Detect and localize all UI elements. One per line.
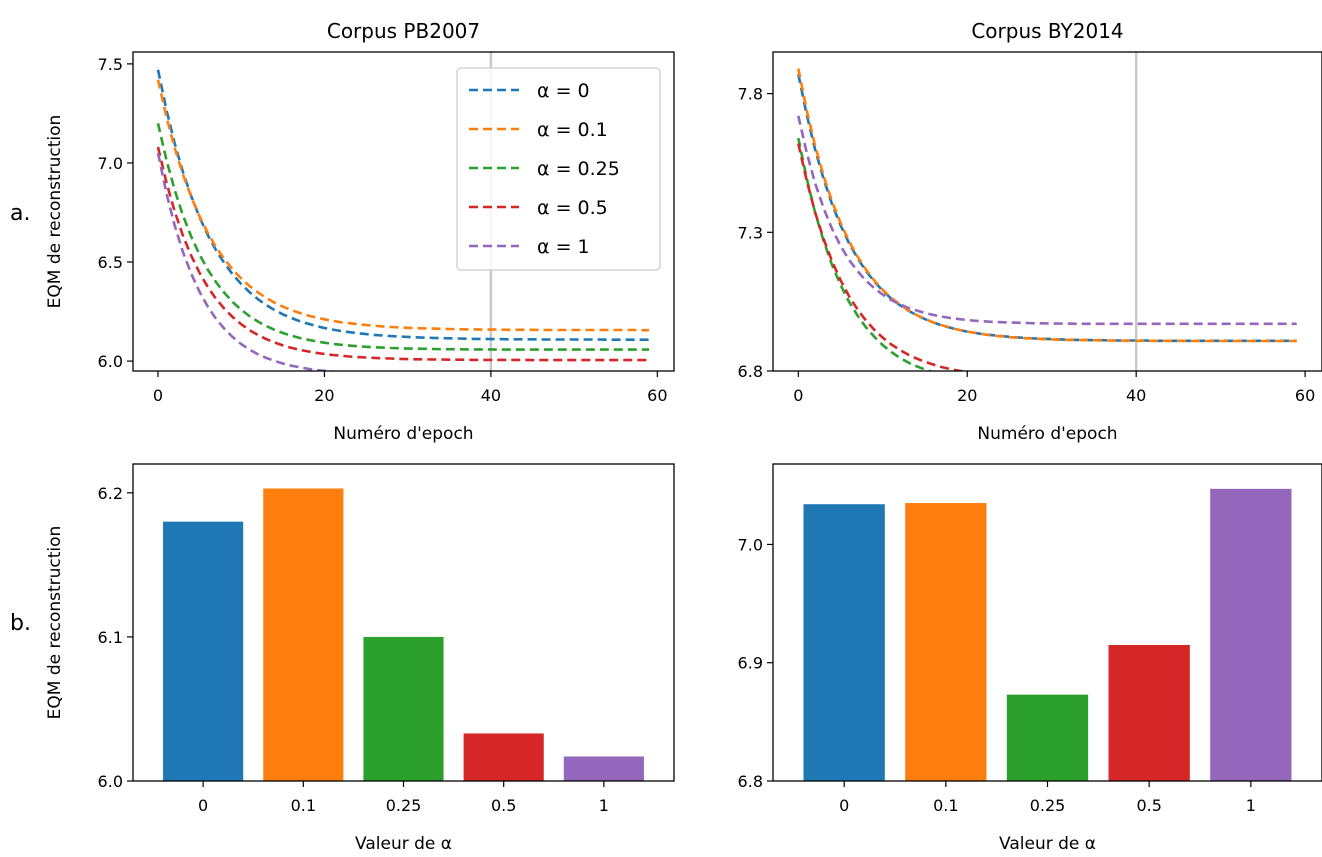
x-axis-label: Valeur de α: [355, 834, 452, 854]
bar: [463, 733, 544, 781]
y-tick-label: 6.1: [98, 628, 123, 647]
y-tick-label: 6.0: [98, 772, 123, 791]
x-tick-label: 0.1: [933, 796, 958, 815]
y-tick-label: 6.8: [738, 362, 763, 381]
x-tick-label: 0: [793, 386, 803, 405]
chart-title: Corpus PB2007: [327, 19, 480, 43]
line-chart-by2014: 0 20 40 60 6.8 7.3 7.8 Corpus BY2014 Numéro d'ep…: [738, 19, 1322, 444]
x-axis-label: Numéro d'epoch: [977, 424, 1117, 444]
bar-chart-pb2007: 0 0.1 0.25 0.5 1 6.0 6.1 6.2 Valeur de α EQM de r…: [45, 463, 675, 854]
bar: [1006, 694, 1089, 781]
x-tick-label: 1: [599, 796, 609, 815]
panel-label-a: a.: [10, 201, 30, 226]
x-tick-label: 20: [957, 386, 977, 405]
chart-title: Corpus BY2014: [971, 19, 1123, 43]
bar: [263, 488, 344, 781]
bar: [905, 503, 987, 781]
bar: [803, 504, 885, 781]
x-tick-label: 40: [481, 386, 501, 405]
y-tick-label: 6.0: [98, 352, 123, 371]
y-tick-label: 7.5: [98, 55, 123, 74]
series-line-3: [156, 146, 649, 362]
series-line-2: [797, 137, 934, 371]
x-tick-label: 0: [153, 386, 163, 405]
legend-label: α = 0.25: [537, 158, 620, 180]
x-tick-label: 0.5: [1136, 796, 1161, 815]
legend: α = 0 α = 0.1 α = 0.25 α = 0.5 α = 1: [456, 67, 661, 271]
x-tick-label: 40: [1126, 386, 1146, 405]
x-tick-label: 0.1: [291, 796, 316, 815]
y-tick-label: 7.3: [738, 223, 763, 242]
x-tick-label: 0.25: [386, 796, 422, 815]
y-tick-label: 6.5: [98, 253, 123, 272]
axes-frame: [132, 463, 675, 782]
series-line-0: [797, 73, 1297, 343]
y-tick-label: 6.2: [98, 484, 123, 503]
series-line-4: [156, 152, 341, 371]
bar: [563, 756, 644, 781]
axes-frame: [772, 463, 1322, 782]
y-tick-label: 7.8: [738, 85, 763, 104]
series-line-0: [156, 69, 649, 342]
y-axis-label: EQM de reconstruction: [45, 115, 65, 309]
x-tick-label: 0.25: [1030, 796, 1066, 815]
series-line-1: [156, 79, 649, 332]
legend-label: α = 0.1: [537, 119, 608, 141]
axes-frame: [772, 51, 1322, 372]
x-tick-label: 20: [314, 386, 334, 405]
x-tick-label: 1: [1246, 796, 1256, 815]
bar: [1108, 644, 1190, 781]
legend-label: α = 0.5: [537, 197, 608, 219]
line-chart-pb2007: 0 20 40 60 6.0 6.5 7.0 7.5 Corpus PB2007 Numéro d…: [45, 19, 675, 444]
y-tick-label: 7.0: [738, 535, 763, 554]
bar: [163, 521, 244, 781]
y-tick-label: 7.0: [98, 154, 123, 173]
legend-label: α = 1: [537, 236, 590, 258]
legend-frame: [456, 67, 661, 271]
panel-label-b: b.: [10, 611, 31, 636]
bar: [363, 636, 444, 781]
x-tick-label: 60: [1295, 386, 1315, 405]
y-axis-label: EQM de reconstruction: [45, 526, 65, 720]
x-axis-label: Numéro d'epoch: [333, 424, 473, 444]
bar: [1210, 488, 1292, 781]
series-line-1: [797, 68, 1297, 343]
series-line-4: [797, 115, 1297, 326]
x-tick-label: 0: [839, 796, 849, 815]
x-axis-label: Valeur de α: [999, 834, 1096, 854]
x-tick-label: 0: [198, 796, 208, 815]
legend-label: α = 0: [537, 80, 590, 102]
axes-frame: [132, 51, 675, 372]
y-tick-label: 6.8: [738, 772, 763, 791]
series-line-3: [797, 143, 969, 371]
bar-chart-by2014: 0 0.1 0.25 0.5 1 6.8 6.9 7.0 Valeur de α: [738, 463, 1322, 854]
x-tick-label: 60: [647, 386, 667, 405]
y-tick-label: 6.9: [738, 654, 763, 673]
x-tick-label: 0.5: [491, 796, 516, 815]
